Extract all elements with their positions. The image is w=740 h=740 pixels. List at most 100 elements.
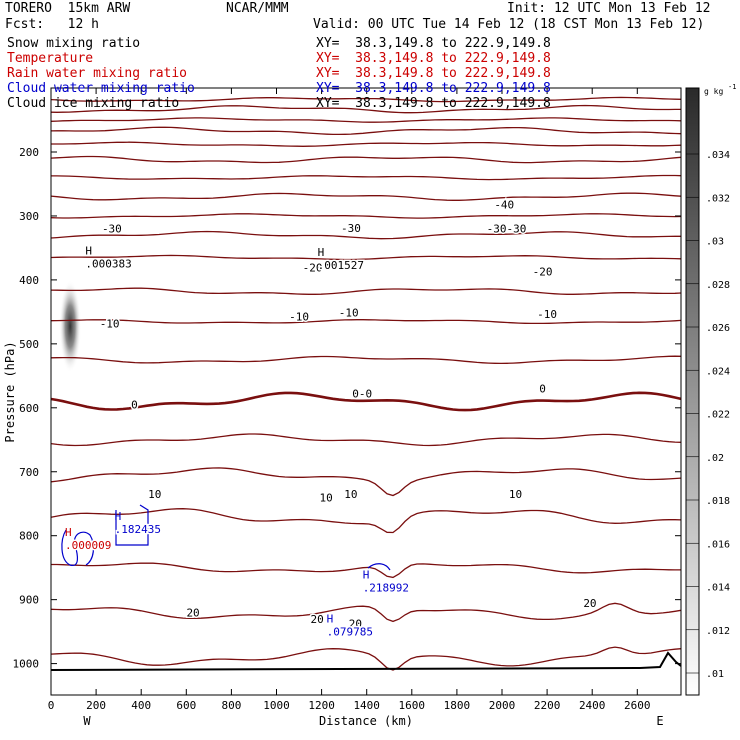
temperature-contour-line — [50, 96, 682, 103]
contour-label: 10 — [509, 488, 522, 501]
temperature-contour-line — [50, 230, 681, 240]
contour-label: 0 — [539, 383, 546, 396]
contour-labels: -40-30 -30 -30-30-20 -20-10-10 -10 -1000-0 010… — [98, 197, 598, 632]
temperature-contour-line — [50, 213, 682, 219]
x-tick-label: 2600 — [624, 699, 651, 712]
temperature-contour-line — [50, 287, 682, 295]
temperature-contour-line — [50, 433, 682, 447]
colorbar-label: .016 — [706, 539, 730, 550]
init-time: Init: 12 UTC Mon 13 Feb 12 — [507, 1, 711, 16]
contour-label: 0 — [131, 399, 138, 412]
temperature-contour-line — [50, 117, 682, 123]
temperature-contour-line — [51, 562, 681, 579]
colorbar-scale — [685, 87, 700, 696]
field-xy: XY= 38.3,149.8 to 222.9,149.8 — [316, 96, 551, 111]
contour-label: -20 — [303, 262, 323, 275]
cloud-water-contour — [61, 529, 95, 567]
temperature-contour-line — [50, 104, 681, 114]
maximum-marker-letter: H — [318, 246, 325, 259]
maximum-marker-letter: H — [327, 612, 334, 625]
x-tick-label: 200 — [86, 699, 106, 712]
y-tick-label: 600 — [19, 402, 39, 415]
org-title: NCAR/MMM — [226, 1, 289, 16]
x-tick-label: 2400 — [579, 699, 606, 712]
y-tick-label: 700 — [19, 466, 39, 479]
axes: 0 200 400 600 800 1000 1200 1400 1600 1800 2000 220… — [3, 88, 681, 728]
contour-label: -10 — [289, 310, 309, 323]
cloud-water-contour — [115, 504, 149, 546]
temperature-contour-line — [51, 141, 682, 147]
field-xy: XY= 38.3,149.8 to 222.9,149.8 — [316, 81, 551, 96]
temperature-contour-line — [50, 602, 682, 623]
colorbar-label: .024 — [706, 366, 730, 377]
field-name: Snow mixing ratio — [7, 36, 141, 51]
snow-mixing-shading — [59, 279, 82, 373]
y-tick-label: 800 — [19, 530, 39, 543]
colorbar-label: .034 — [706, 150, 730, 161]
x-tick-label: 400 — [131, 699, 151, 712]
contour-label: -30 — [341, 222, 361, 235]
contour-label: 20 — [583, 597, 596, 610]
temperature-contour-line — [50, 126, 682, 136]
temperature-contour-line — [50, 467, 682, 497]
temperature-contour-line — [50, 355, 682, 365]
colorbar-label: .022 — [706, 410, 730, 421]
east-label: E — [656, 714, 663, 728]
maximum-marker-value: .079785 — [327, 625, 373, 638]
colorbar-label: .018 — [706, 496, 730, 507]
field-xy: XY= 38.3,149.8 to 222.9,149.8 — [316, 66, 551, 81]
maximum-marker-value: .218992 — [363, 581, 409, 594]
y-axis-label: Pressure (hPa) — [3, 341, 17, 442]
x-tick-label: 0 — [48, 699, 55, 712]
colorbar-label: .032 — [706, 193, 730, 204]
cloud-water-contours — [61, 504, 391, 571]
contour-label: 20 — [186, 606, 199, 619]
y-tick-label: 400 — [19, 274, 39, 287]
y-tick-label: 200 — [19, 146, 39, 159]
temperature-contour-line — [50, 155, 682, 164]
west-label: W — [83, 714, 91, 728]
cloud-water-contour — [367, 563, 391, 571]
terrain-line — [50, 651, 682, 671]
x-axis-label: Distance (km) — [319, 714, 413, 728]
colorbar-label: .02 — [706, 453, 724, 464]
contour-label: -20 — [533, 266, 553, 279]
temperature-contour-line — [50, 192, 682, 201]
contour-label: -40 — [494, 198, 514, 211]
temperature-contour-line — [50, 254, 682, 261]
x-tick-label: 1200 — [308, 699, 335, 712]
colorbar-unit-exponent: -1 — [728, 83, 736, 91]
colorbar-label: .012 — [706, 626, 730, 637]
forecast-hour: Fcst: 12 h — [5, 17, 99, 32]
y-tick-label: 1000 — [13, 658, 40, 671]
field-xy: XY= 38.3,149.8 to 222.9,149.8 — [316, 36, 551, 51]
contour-label: 10 — [319, 491, 332, 504]
snow-shading-blob — [59, 279, 82, 373]
model-title: TORERO 15km ARW — [5, 1, 131, 16]
colorbar-label: .03 — [706, 237, 724, 248]
x-tick-label: 1400 — [353, 699, 380, 712]
colorbar-label: .028 — [706, 280, 730, 291]
field-xy: XY= 38.3,149.8 to 222.9,149.8 — [316, 51, 551, 66]
maximum-marker-letter: H — [363, 568, 370, 581]
field-name: Cloud ice mixing ratio — [7, 96, 180, 111]
maximum-marker-letter: H — [65, 526, 72, 539]
field-name: Rain water mixing ratio — [7, 66, 188, 81]
contour-label: -10 — [537, 308, 557, 321]
maximum-marker-value: .000009 — [65, 539, 111, 552]
x-tick-label: 2200 — [534, 699, 561, 712]
x-tick-label: 1600 — [399, 699, 426, 712]
contour-label: 20 — [310, 613, 323, 626]
contour-label: 0-0 — [352, 388, 372, 401]
colorbar-unit: g kg — [704, 87, 723, 96]
temperature-contour-line — [51, 174, 682, 181]
y-tick-label: 300 — [19, 210, 39, 223]
x-tick-label: 2000 — [489, 699, 516, 712]
temperature-contours — [50, 96, 682, 671]
terrain-line — [50, 651, 682, 671]
maximum-marker-value: .001527 — [318, 259, 364, 272]
colorbar-label: .01 — [706, 669, 724, 680]
colorbar: .01 .012 .014 .016 .018 .02 .022 .024 .026 .028 .0… — [685, 83, 736, 696]
y-tick-label: 900 — [19, 594, 39, 607]
